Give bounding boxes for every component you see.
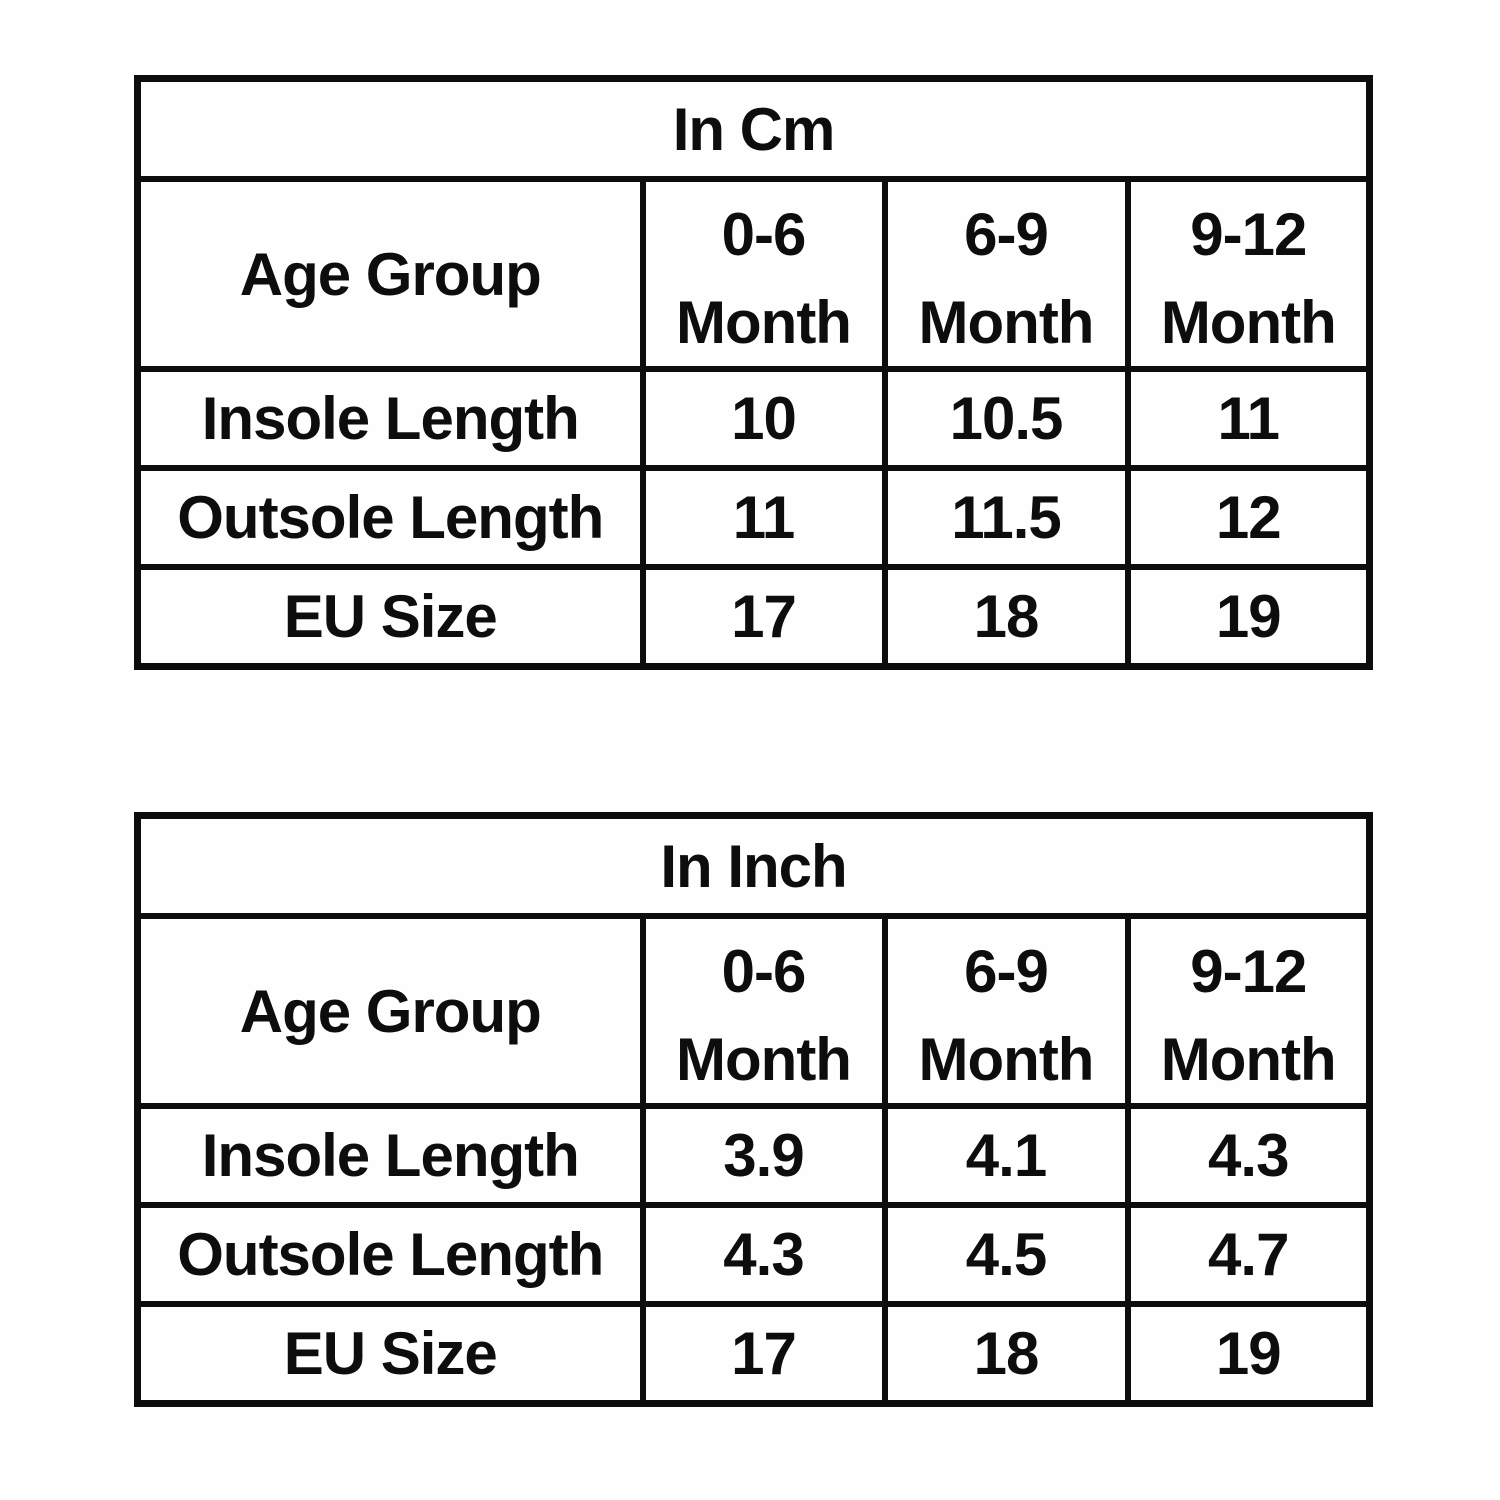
col-header-6-9-month: 6-9 Month [881, 176, 1131, 372]
age-group-header: Age Group [134, 913, 646, 1109]
col-header-inner: 0-6 Month [646, 183, 882, 365]
table-title-cm: In Cm [134, 75, 1373, 182]
col-header-0-6-month: 0-6 Month [639, 176, 888, 372]
cell-value: 17 [639, 564, 888, 670]
row-label: Outsole Length [134, 465, 646, 570]
row-label: EU Size [134, 564, 646, 670]
cell-value: 4.1 [881, 1103, 1131, 1208]
age-unit: Month [918, 289, 1095, 356]
cell-value: 19 [1124, 1301, 1373, 1407]
cell-value: 17 [639, 1301, 888, 1407]
cell-value: 19 [1124, 564, 1373, 670]
cell-value: 3.9 [639, 1103, 888, 1208]
age-unit: Month [676, 1026, 852, 1093]
age-range: 9-12 [1190, 938, 1307, 1005]
column-header-row: Age Group 0-6 Month 6-9 Month 9-12 [134, 176, 1373, 372]
table-row-outsole-length: Outsole Length 11 11.5 12 [134, 465, 1373, 570]
col-header-6-9-month: 6-9 Month [881, 913, 1131, 1109]
col-header-inner: 9-12 Month [1131, 920, 1367, 1102]
table-title-row: In Inch [134, 812, 1373, 919]
age-unit: Month [1160, 289, 1337, 356]
col-header-inner: 9-12 Month [1131, 183, 1367, 365]
cell-value: 18 [881, 1301, 1131, 1407]
col-header-9-12-month: 9-12 Month [1124, 913, 1373, 1109]
age-unit: Month [676, 289, 852, 356]
row-label: EU Size [134, 1301, 646, 1407]
table-row-insole-length: Insole Length 3.9 4.1 4.3 [134, 1103, 1373, 1208]
col-header-9-12-month: 9-12 Month [1124, 176, 1373, 372]
cell-value: 11 [639, 465, 888, 570]
col-header-inner: 6-9 Month [888, 183, 1125, 365]
cell-value: 11 [1124, 366, 1373, 471]
age-range: 6-9 [964, 201, 1049, 268]
size-table-inch: In Inch Age Group 0-6 Month 6-9 Month [134, 812, 1374, 1407]
row-label: Insole Length [134, 366, 646, 471]
table-row-insole-length: Insole Length 10 10.5 11 [134, 366, 1373, 471]
cell-value: 4.5 [881, 1202, 1131, 1307]
cell-value: 4.3 [639, 1202, 888, 1307]
size-table-cm: In Cm Age Group 0-6 Month 6-9 Month [134, 75, 1374, 670]
cell-value: 4.3 [1124, 1103, 1373, 1208]
cell-value: 10.5 [881, 366, 1131, 471]
row-label: Outsole Length [134, 1202, 646, 1307]
table-row-eu-size: EU Size 17 18 19 [134, 1301, 1373, 1407]
table-row-outsole-length: Outsole Length 4.3 4.5 4.7 [134, 1202, 1373, 1307]
cell-value: 4.7 [1124, 1202, 1373, 1307]
cell-value: 12 [1124, 465, 1373, 570]
table-title-inch: In Inch [134, 812, 1373, 919]
age-group-header: Age Group [134, 176, 646, 372]
age-range: 9-12 [1190, 201, 1307, 268]
col-header-0-6-month: 0-6 Month [639, 913, 888, 1109]
age-unit: Month [918, 1026, 1095, 1093]
age-range: 0-6 [721, 938, 807, 1005]
column-header-row: Age Group 0-6 Month 6-9 Month 9-12 [134, 913, 1373, 1109]
cell-value: 18 [881, 564, 1131, 670]
cell-value: 11.5 [881, 465, 1131, 570]
col-header-inner: 0-6 Month [646, 920, 882, 1102]
col-header-inner: 6-9 Month [888, 920, 1125, 1102]
table-row-eu-size: EU Size 17 18 19 [134, 564, 1373, 670]
age-range: 6-9 [964, 938, 1049, 1005]
age-range: 0-6 [721, 201, 807, 268]
cell-value: 10 [639, 366, 888, 471]
table-title-row: In Cm [134, 75, 1373, 182]
row-label: Insole Length [134, 1103, 646, 1208]
age-unit: Month [1160, 1026, 1337, 1093]
